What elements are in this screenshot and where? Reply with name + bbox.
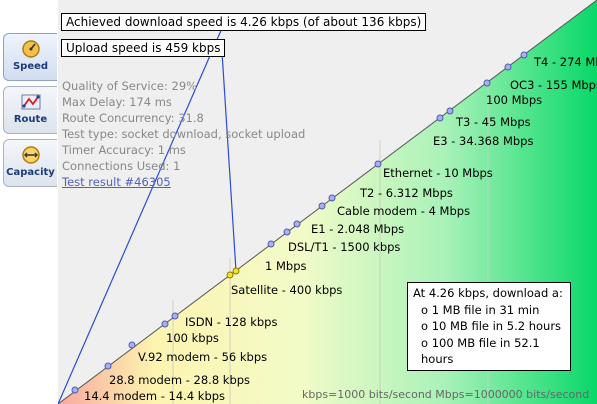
speed-label-28-8-modem: 28.8 modem - 28.8 kbps: [109, 373, 250, 387]
sidebar: Speed Route Capacity: [0, 0, 58, 404]
speed-label-t4: T4 - 274 Mbps: [533, 55, 597, 69]
download-time-box: At 4.26 kbps, download a: o 1 MB file in…: [407, 282, 571, 371]
point-isdn: [171, 312, 179, 320]
route-icon: [21, 94, 40, 110]
upload-pointer-line: [221, 51, 237, 272]
download-speed-callout: Achieved download speed is 4.26 kbps (of…: [61, 13, 427, 31]
upload-speed-callout: Upload speed is 459 kbps: [61, 39, 226, 57]
speed-label-100-kbps: 100 kbps: [166, 331, 219, 345]
point-t2: [328, 194, 336, 202]
speedometer-icon: [21, 40, 40, 58]
speed-label-cable-modem: Cable modem - 4 Mbps: [337, 204, 470, 218]
speed-label-t3: T3 - 45 Mbps: [455, 115, 531, 129]
point-ethernet: [374, 160, 382, 168]
speed-label-ethernet: Ethernet - 10 Mbps: [383, 166, 493, 180]
download-pointer-line: [58, 18, 227, 404]
point-e1: [293, 220, 301, 228]
speed-label-e3: E3 - 34.368 Mbps: [433, 134, 533, 148]
point-v92-modem: [128, 341, 136, 349]
speed-label-dsl-t1: DSL/T1 - 1500 kbps: [288, 240, 400, 254]
speed-label-oc3: OC3 - 155 Mbps: [510, 78, 597, 92]
connections-text: Connections Used: 1: [62, 159, 181, 173]
point-cable-modem: [318, 202, 326, 210]
point-100-kbps: [161, 320, 169, 328]
point-14-4-modem: [71, 386, 79, 394]
point-100-mbps: [483, 79, 491, 87]
speed-label-v92-modem: V.92 modem - 56 kbps: [138, 350, 267, 364]
speed-label-satellite: Satellite - 400 kbps: [231, 283, 342, 297]
point-e3: [436, 114, 444, 122]
qos-text: Quality of Service: 29%: [62, 79, 198, 93]
capacity-icon: [21, 146, 40, 164]
timer-accuracy-text: Timer Accuracy: 1 ms: [62, 143, 186, 157]
speed-label-e1: E1 - 2.048 Mbps: [311, 222, 404, 236]
point-dsl-t1: [283, 228, 291, 236]
tab-capacity-label: Capacity: [6, 167, 55, 178]
tab-route[interactable]: Route: [3, 86, 57, 134]
point-measured-download: [226, 271, 234, 279]
speed-chart-panel: T4 - 274 Mbps OC3 - 155 Mbps 100 Mbps T3…: [58, 0, 597, 404]
tab-route-label: Route: [13, 114, 48, 125]
test-stats: Quality of Service: 29% Max Delay: 174 m…: [62, 78, 305, 190]
download-box-title: At 4.26 kbps, download a:: [413, 286, 563, 300]
speed-label-isdn: ISDN - 128 kbps: [185, 315, 277, 329]
test-result-link[interactable]: Test result #46305: [62, 175, 171, 189]
speed-label-1-mbps: 1 Mbps: [265, 259, 307, 273]
point-28-8-modem: [104, 362, 112, 370]
route-concurrency-text: Route Concurrency: 31.8: [62, 111, 204, 125]
tab-speed[interactable]: Speed: [3, 33, 57, 81]
max-delay-text: Max Delay: 174 ms: [62, 95, 172, 109]
speed-label-t2: T2 - 6.312 Mbps: [359, 186, 453, 200]
units-legend: kbps=1000 bits/second Mbps=1000000 bits/…: [302, 388, 590, 401]
point-measured-upload: [232, 267, 240, 275]
point-t3: [446, 107, 454, 115]
point-1-mbps: [267, 240, 275, 248]
download-row-100mb: o 100 MB file in 52.1 hours: [421, 335, 540, 367]
point-t4: [520, 51, 528, 59]
speed-label-14-4-modem: 14.4 modem - 14.4 kbps: [84, 389, 225, 403]
speed-label-100-mbps: 100 Mbps: [486, 93, 542, 107]
point-oc3: [504, 63, 512, 71]
tab-capacity[interactable]: Capacity: [3, 139, 57, 187]
download-row-10mb: o 10 MB file in 5.2 hours: [421, 319, 562, 333]
test-type-text: Test type: socket download, socket uploa…: [62, 127, 306, 141]
download-row-1mb: o 1 MB file in 31 min: [421, 302, 540, 317]
tab-speed-label: Speed: [12, 61, 49, 72]
